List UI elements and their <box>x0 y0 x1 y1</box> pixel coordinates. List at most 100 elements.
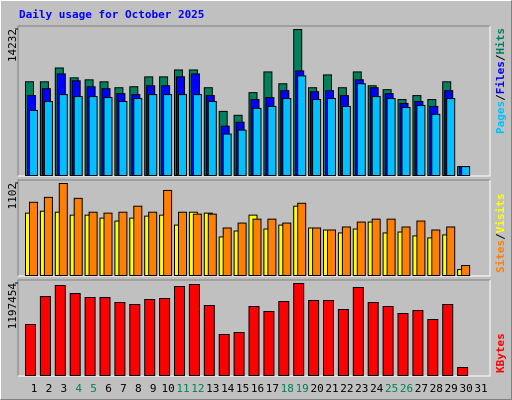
bar <box>263 310 275 376</box>
x-tick-label: 11 <box>176 382 189 395</box>
bar <box>248 305 260 376</box>
bar <box>73 96 83 176</box>
panel-border-dark <box>17 179 490 276</box>
bar <box>341 226 351 277</box>
y-tick-label: 1102 <box>6 183 19 210</box>
legend-entry: Hits <box>494 28 507 55</box>
bar <box>58 94 68 176</box>
bar <box>88 211 98 276</box>
bar <box>371 96 381 176</box>
bar <box>356 221 366 276</box>
x-tick-label: 1 <box>31 382 38 395</box>
bar <box>297 75 307 176</box>
bar <box>252 218 262 277</box>
bar <box>84 296 96 377</box>
bar <box>431 229 441 276</box>
bar <box>416 220 426 276</box>
x-tick-label: 10 <box>161 382 174 395</box>
bar <box>99 296 111 377</box>
y-tick-label: 1197454 <box>6 283 19 330</box>
bar <box>352 286 364 377</box>
bar <box>237 222 247 276</box>
legend-separator: / <box>494 94 507 101</box>
bar <box>222 227 232 277</box>
bar <box>207 213 217 276</box>
bar <box>118 101 128 176</box>
x-tick-label: 21 <box>325 382 338 395</box>
bar <box>446 226 456 277</box>
panel-border-dark <box>17 25 490 176</box>
x-tick-label: 20 <box>310 382 323 395</box>
legend: Pages/Files/Hits <box>494 28 507 134</box>
bar <box>397 312 409 376</box>
bar <box>103 212 113 276</box>
x-tick-label: 17 <box>266 382 279 395</box>
legend: Sites/Visits <box>494 194 507 274</box>
x-tick-label: 3 <box>60 382 67 395</box>
legend-entry: Pages <box>494 101 507 134</box>
bar <box>237 129 247 176</box>
bar <box>252 107 262 176</box>
bar <box>367 301 379 376</box>
bar <box>133 98 143 176</box>
bar <box>218 333 230 377</box>
legend-entry: Files <box>494 61 507 94</box>
bar <box>327 229 336 276</box>
x-tick-label: 7 <box>120 382 127 395</box>
x-tick-label: 29 <box>445 382 458 395</box>
x-tick-label: 26 <box>400 382 413 395</box>
bar <box>174 285 185 376</box>
bar <box>159 297 171 376</box>
bar <box>163 189 173 276</box>
x-tick-label: 19 <box>296 382 309 395</box>
bar <box>203 304 215 377</box>
x-tick-label: 28 <box>430 382 443 395</box>
bar <box>163 94 173 176</box>
x-tick-label: 2 <box>46 382 53 395</box>
x-tick-label: 9 <box>150 382 157 395</box>
bar <box>461 265 471 277</box>
bar <box>69 292 81 377</box>
y-tick-label: 14232 <box>6 29 19 62</box>
bar <box>207 101 217 176</box>
x-tick-label: 30 <box>459 382 472 395</box>
bar <box>401 106 411 176</box>
bar <box>312 99 322 176</box>
x-tick-label: 25 <box>385 382 398 395</box>
x-tick-label: 13 <box>206 382 219 395</box>
x-tick-label: 6 <box>105 382 112 395</box>
bar <box>29 201 38 276</box>
x-tick-label: 12 <box>191 382 204 395</box>
bar <box>401 226 411 277</box>
x-tick-label: 15 <box>236 382 249 395</box>
panel-border-light <box>18 280 491 377</box>
bar <box>133 205 143 277</box>
bar <box>431 113 441 176</box>
bar <box>73 197 83 277</box>
bar <box>178 211 187 276</box>
x-tick-label: 27 <box>415 382 428 395</box>
bar <box>386 218 396 277</box>
bar <box>412 309 424 376</box>
bar <box>457 366 469 376</box>
legend-separator: / <box>494 54 507 61</box>
x-tick-label: 31 <box>474 382 487 395</box>
bar <box>118 211 128 276</box>
x-tick-label: 18 <box>281 382 294 395</box>
bar <box>148 94 158 176</box>
bar <box>103 97 113 176</box>
bar <box>278 300 290 377</box>
bar <box>129 303 141 376</box>
bar <box>267 218 277 277</box>
bar <box>323 299 334 376</box>
bar <box>148 211 158 276</box>
legend: KBytes <box>494 333 507 373</box>
bar <box>29 109 38 176</box>
bar <box>356 83 366 176</box>
bar <box>308 299 320 376</box>
x-tick-label: 23 <box>355 382 368 395</box>
bar <box>337 308 349 376</box>
bar <box>297 202 307 276</box>
